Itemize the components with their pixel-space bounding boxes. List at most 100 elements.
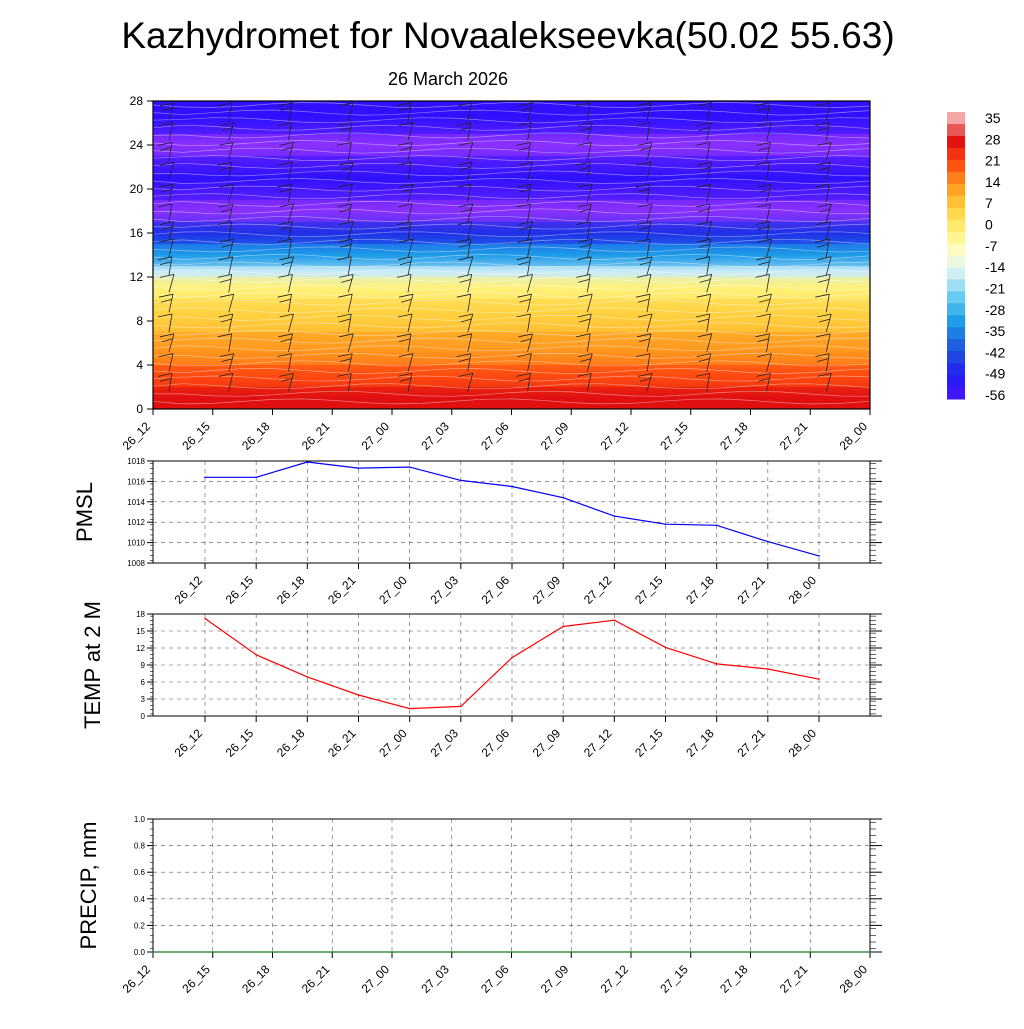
data-point — [408, 707, 411, 710]
x-tick-label: 27_03 — [427, 726, 461, 760]
isotherm-line — [153, 246, 870, 253]
x-tick-label: 27_12 — [581, 573, 615, 607]
wind-barb-flag — [818, 279, 830, 283]
isotherm-line — [153, 398, 870, 405]
data-point — [664, 523, 667, 526]
wind-barb-staff — [825, 239, 830, 258]
wind-barb-flag — [576, 102, 591, 107]
wind-barb-staff — [407, 373, 413, 392]
wind-barb-flag — [460, 318, 472, 323]
wind-barb-staff — [706, 142, 711, 161]
wind-barb-flag — [459, 166, 471, 171]
x-tick-label: 27_15 — [632, 726, 666, 760]
x-tick-label: 27_21 — [777, 419, 811, 453]
data-point — [613, 619, 616, 622]
wind-barb-flag — [218, 203, 233, 208]
wind-barb-flag — [696, 293, 711, 298]
colorbar-swatch — [947, 267, 965, 280]
wind-barb-flag — [281, 147, 293, 151]
isotherm-line — [153, 254, 870, 260]
x-tick-label: 26_12 — [172, 726, 206, 760]
wind-barb-flag — [639, 147, 652, 151]
colorbar-swatch — [947, 351, 965, 364]
wind-barb-staff — [527, 373, 531, 392]
colorbar-swatch — [947, 159, 965, 173]
wind-barb-flag — [756, 142, 771, 146]
wind-barb-flag — [755, 274, 770, 278]
x-tick-label: 28_00 — [837, 419, 871, 453]
wind-barb-flag — [158, 238, 174, 243]
wind-barb-flag — [397, 373, 413, 377]
wind-barb-flag — [520, 107, 532, 112]
wind-barb-flag — [159, 378, 172, 382]
wind-barb-flag — [157, 203, 173, 208]
wind-barb-flag — [578, 166, 590, 171]
wind-barb-staff — [467, 184, 472, 203]
wind-barb-flag — [816, 333, 831, 338]
wind-barb-staff — [467, 274, 473, 293]
wind-barb-flag — [341, 166, 353, 171]
y-tick-label: 0.2 — [134, 921, 146, 930]
wind-barb-flag — [398, 238, 414, 243]
colorbar-label: 0 — [985, 217, 993, 233]
isotherm-line — [153, 307, 870, 314]
wind-barb-flag — [221, 358, 233, 362]
wind-barb-staff — [527, 162, 533, 181]
wind-barb-staff — [347, 102, 354, 121]
chart-title: Kazhydromet for Novaalekseevka(50.02 55.… — [121, 15, 894, 56]
wind-barb-flag — [817, 313, 832, 318]
isotherm-line — [153, 368, 870, 374]
wind-barb-staff — [586, 162, 591, 181]
wind-barb-flag — [159, 147, 172, 151]
wind-barb-flag — [400, 188, 413, 193]
wind-barb-staff — [407, 239, 414, 258]
y-tick-label: 0 — [141, 712, 146, 721]
data-point — [613, 515, 616, 517]
wind-barb-staff — [407, 221, 412, 240]
wind-barb-flag — [759, 298, 771, 303]
wind-barb-flag — [816, 102, 831, 107]
y-axis-label: PRECIP, mm — [76, 822, 101, 950]
colorbar-swatch — [947, 387, 965, 400]
wind-barb-flag — [337, 256, 352, 261]
wind-barb-staff — [706, 274, 713, 293]
colorbar-swatch — [947, 339, 965, 352]
y-tick-label: 1008 — [127, 559, 145, 568]
wind-barb-flag — [879, 227, 890, 230]
wind-barb-flag — [278, 102, 293, 107]
wind-barb-flag — [698, 127, 710, 131]
wind-barb-flag — [219, 122, 234, 126]
y-tick-label: 1.0 — [134, 815, 146, 824]
data-point — [211, 951, 214, 953]
wind-barb-flag — [755, 161, 770, 166]
y-tick-label: 6 — [141, 678, 146, 687]
wind-barb-flag — [699, 279, 711, 283]
isotherm-line — [153, 360, 870, 367]
wind-barb-staff — [706, 203, 711, 223]
isotherm-line — [153, 390, 870, 397]
wind-barb-staff — [886, 222, 891, 240]
y-tick-label: 4 — [136, 358, 143, 372]
wind-barb-staff — [407, 184, 414, 203]
data-point — [460, 705, 462, 708]
wind-barb-flag — [816, 221, 831, 225]
wind-barb-flag — [398, 226, 411, 230]
wind-barb-flag — [635, 238, 651, 243]
wind-barb-flag — [458, 313, 473, 318]
wind-barb-flag — [339, 333, 354, 338]
wind-barb-flag — [279, 188, 291, 193]
isotherm-line — [153, 276, 870, 283]
wind-barb-staff — [228, 373, 234, 392]
data-point — [818, 555, 820, 557]
y-tick-label: 1014 — [127, 498, 145, 507]
data-point — [869, 951, 871, 953]
isotherm-line — [153, 223, 870, 230]
wind-barb-staff — [288, 162, 293, 181]
wind-barb-flag — [877, 103, 891, 106]
wind-barb-flag — [398, 338, 411, 343]
isotherm-line — [153, 238, 870, 245]
wind-barb-staff — [646, 294, 651, 313]
wind-barb-flag — [217, 274, 232, 278]
wind-barb-staff — [646, 142, 653, 161]
wind-barb-flag — [279, 203, 294, 208]
